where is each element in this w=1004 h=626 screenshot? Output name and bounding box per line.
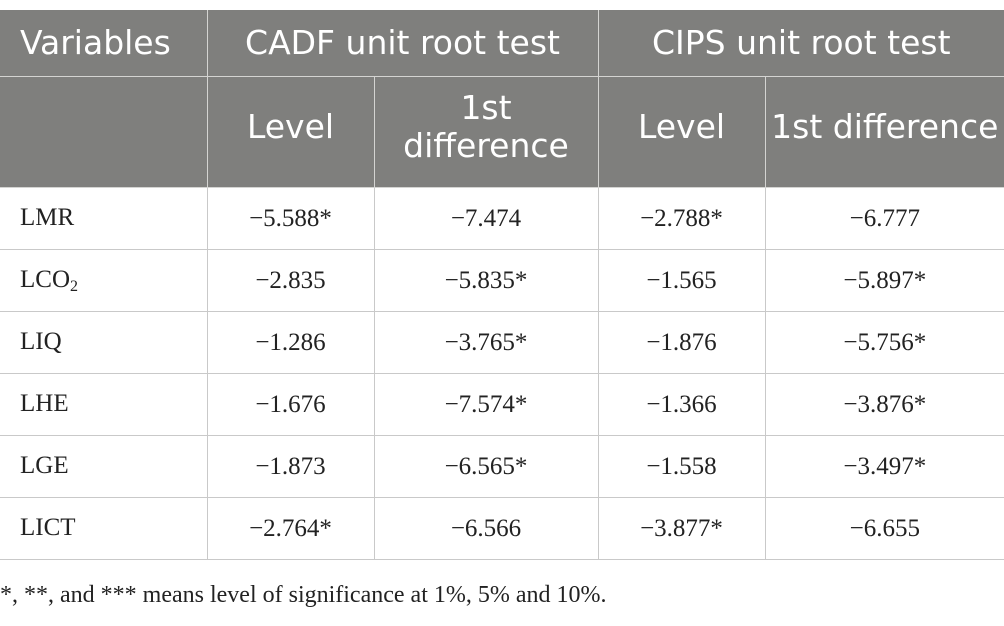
cell-cadf-level: −5.588* [207, 187, 375, 250]
cell-cadf-diff: −6.566 [374, 497, 599, 560]
row-label-text: LHE [20, 389, 69, 417]
row-label: LHE [0, 373, 208, 436]
table-row: LGE −1.873 −6.565* −1.558 −3.497* [0, 435, 1004, 498]
unit-root-table-container: Variables CADF unit root test CIPS unit … [0, 10, 1004, 560]
header-cadf-diff-text: 1st difference [403, 88, 569, 165]
cell-cips-level: −3.877* [598, 497, 766, 560]
header-cips-diff: 1st difference [765, 76, 1004, 188]
table-header: Variables CADF unit root test CIPS unit … [0, 10, 1004, 188]
unit-root-table: Variables CADF unit root test CIPS unit … [0, 10, 1004, 560]
header-empty [0, 76, 208, 188]
row-label-text: LGE [20, 451, 69, 479]
header-cadf: CADF unit root test [207, 10, 599, 77]
cell-cadf-level: −1.286 [207, 311, 375, 374]
table-row: LIQ −1.286 −3.765* −1.876 −5.756* [0, 311, 1004, 374]
row-label: LGE [0, 435, 208, 498]
header-cips-level: Level [598, 76, 766, 188]
cell-cips-level: −1.558 [598, 435, 766, 498]
header-cadf-level: Level [207, 76, 375, 188]
row-label: LCO2 [0, 249, 208, 312]
row-label: LICT [0, 497, 208, 560]
row-label: LIQ [0, 311, 208, 374]
cell-cadf-level: −1.676 [207, 373, 375, 436]
table-footnote: *, **, and *** means level of significan… [0, 582, 607, 608]
header-row-top: Variables CADF unit root test CIPS unit … [0, 10, 1004, 77]
cell-cadf-diff: −7.474 [374, 187, 599, 250]
header-row-sub: Level 1st difference Level 1st differenc… [0, 76, 1004, 188]
row-label-text: LICT [20, 513, 76, 541]
header-cips-level-text: Level [637, 107, 726, 146]
cell-cips-level: −2.788* [598, 187, 766, 250]
row-label-text: LCO [20, 265, 70, 293]
cell-cips-diff: −3.497* [765, 435, 1004, 498]
cell-cadf-diff: −7.574* [374, 373, 599, 436]
cell-cadf-diff: −6.565* [374, 435, 599, 498]
cell-cips-diff: −3.876* [765, 373, 1004, 436]
cell-cips-level: −1.366 [598, 373, 766, 436]
row-label-text: LIQ [20, 327, 62, 355]
header-cadf-level-text: Level [246, 107, 335, 146]
cell-cadf-diff: −5.835* [374, 249, 599, 312]
header-cips-diff-text: 1st difference [771, 107, 999, 146]
row-label-text: LMR [20, 203, 75, 231]
cell-cadf-level: −1.873 [207, 435, 375, 498]
cell-cips-level: −1.565 [598, 249, 766, 312]
cell-cadf-diff: −3.765* [374, 311, 599, 374]
cell-cadf-level: −2.835 [207, 249, 375, 312]
header-cadf-diff: 1st difference [374, 76, 599, 188]
cell-cips-diff: −5.756* [765, 311, 1004, 374]
row-label: LMR [0, 187, 208, 250]
cell-cips-diff: −5.897* [765, 249, 1004, 312]
header-variables: Variables [0, 10, 208, 77]
table-row: LCO2 −2.835 −5.835* −1.565 −5.897* [0, 249, 1004, 312]
table-row: LMR −5.588* −7.474 −2.788* −6.777 [0, 187, 1004, 250]
table-row: LHE −1.676 −7.574* −1.366 −3.876* [0, 373, 1004, 436]
header-cips: CIPS unit root test [598, 10, 1004, 77]
row-label-subscript: 2 [70, 277, 78, 295]
cell-cips-diff: −6.655 [765, 497, 1004, 560]
table-row: LICT −2.764* −6.566 −3.877* −6.655 [0, 497, 1004, 560]
cell-cips-diff: −6.777 [765, 187, 1004, 250]
cell-cadf-level: −2.764* [207, 497, 375, 560]
table-body: LMR −5.588* −7.474 −2.788* −6.777 LCO2 −… [0, 187, 1004, 560]
cell-cips-level: −1.876 [598, 311, 766, 374]
